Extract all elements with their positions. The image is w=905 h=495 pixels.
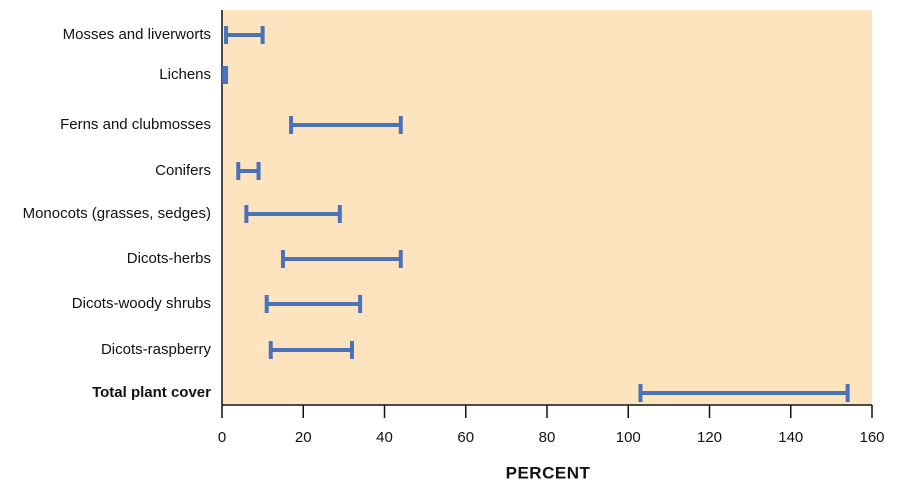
- x-tick-label: 140: [778, 429, 803, 446]
- x-tick-label: 20: [295, 429, 312, 446]
- y-tick-label: Monocots (grasses, sedges): [23, 205, 211, 222]
- y-tick-label: Conifers: [155, 162, 211, 179]
- x-axis-title: PERCENT: [506, 463, 591, 482]
- y-tick-label: Ferns and clubmosses: [60, 116, 211, 133]
- x-tick-label: 60: [457, 429, 474, 446]
- y-tick-label: Dicots-raspberry: [101, 341, 212, 358]
- y-tick-label: Dicots-herbs: [127, 250, 211, 267]
- x-tick-label: 40: [376, 429, 393, 446]
- y-tick-label: Dicots-woody shrubs: [72, 295, 211, 312]
- x-tick-label: 160: [859, 429, 884, 446]
- x-tick-label: 0: [218, 429, 226, 446]
- y-tick-label: Mosses and liverworts: [63, 26, 211, 43]
- y-tick-label: Total plant cover: [92, 384, 211, 401]
- plot-background: [222, 10, 872, 405]
- x-tick-label: 80: [539, 429, 556, 446]
- y-tick-label: Lichens: [159, 66, 211, 83]
- x-tick-label: 120: [697, 429, 722, 446]
- x-tick-label: 100: [616, 429, 641, 446]
